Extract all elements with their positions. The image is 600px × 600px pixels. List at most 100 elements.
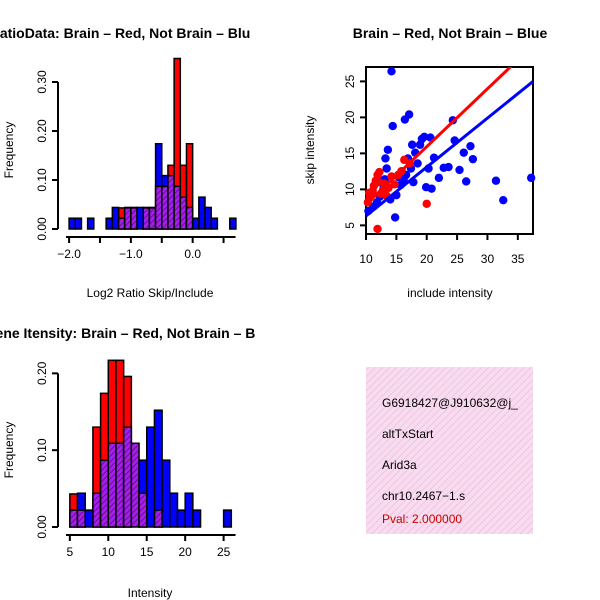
scatter-point-not-brain [462, 177, 471, 186]
scatter-point-not-brain [499, 195, 508, 205]
scatter-point-not-brain [387, 67, 396, 76]
ratio-histogram-xlabel: Log2 Ratio Skip/Include [87, 286, 214, 300]
ratio-histogram-bar-not-brain [74, 217, 83, 230]
info-panel-background [366, 367, 533, 534]
intensity-histogram-bar-overlap [153, 509, 163, 528]
scatter-y-tick-label: 10 [343, 182, 357, 196]
intensity-histogram-bar-overlap [99, 459, 110, 528]
intensity-histogram-x-tick-label: 25 [217, 545, 231, 559]
scatter-point-not-brain [404, 110, 414, 119]
scatter-xlabel: include intensity [407, 286, 492, 300]
scatter-y-tick-label: 15 [343, 146, 357, 160]
ratio-histogram-bar-not-brain [191, 217, 200, 230]
scatter-point-not-brain [383, 145, 393, 154]
intensity-histogram-bar-not-brain [84, 509, 94, 528]
info-locus: chr10.2467−1.s [382, 489, 465, 503]
intensity-histogram-bar-overlap [130, 442, 140, 528]
scatter-point-not-brain [466, 141, 475, 151]
ratio-histogram-bar-overlap [179, 196, 188, 230]
info-pval: Pval: 2.000000 [382, 512, 462, 526]
ratio-histogram-bar-not-brain [111, 206, 120, 230]
scatter-point-not-brain [407, 140, 417, 149]
scatter-point-brain [374, 177, 383, 187]
intensity-scatter: Brain – Red, Not Brain – Blue 10 15 20 25 30… [303, 25, 547, 300]
ratio-histogram-bar-overlap [173, 185, 182, 230]
info-panel: G6918427@J910632@j_ altTxStart Arid3a ch… [366, 367, 533, 534]
scatter-plot-frame [365, 66, 534, 235]
scatter-x-tick-label: 30 [481, 252, 495, 266]
ratio-histogram-ylabel: Frequency [2, 122, 16, 179]
intensity-histogram-bar-overlap [122, 426, 133, 528]
ratio-histogram-y-tick-label: 0.10 [35, 168, 49, 192]
ratio-histogram-bar-not-brain [105, 217, 114, 230]
scatter-point-not-brain [390, 213, 400, 222]
intensity-histogram-x-tick-label: 10 [102, 545, 116, 559]
ratio-histogram-y-tick-label: 0.00 [35, 217, 49, 241]
scatter-point-brain [375, 167, 384, 177]
scatter-x-tick-label: 25 [450, 252, 464, 266]
ratio-histogram-axes: 0.00 0.10 0.20 0.30 −2.0 −1.0 0.0 [35, 70, 236, 261]
intensity-histogram-ylabel: Frequency [2, 422, 16, 479]
intensity-histogram-axes: 0.00 0.10 0.20 5 10 15 20 25 [35, 361, 236, 559]
ratio-histogram-bar-overlap [123, 207, 132, 230]
scatter-point-brain [364, 188, 374, 198]
scatter-point-not-brain [491, 176, 501, 185]
ratio-histogram-bar-overlap [142, 207, 151, 230]
info-probe-id: G6918427@J910632@j_ [382, 396, 518, 410]
ratio-histogram-y-tick-label: 0.20 [35, 119, 49, 143]
scatter-points [363, 67, 536, 234]
ratio-histogram-bar-not-brain [204, 206, 212, 230]
scatter-title: Brain – Red, Not Brain – Blue [353, 25, 548, 41]
intensity-histogram: Gene Itensity: Brain – Red, Not Brain – … [0, 325, 255, 600]
intensity-histogram-bar-not-brain [192, 509, 202, 528]
intensity-histogram-title: Gene Itensity: Brain – Red, Not Brain – … [0, 325, 255, 341]
scatter-point-not-brain [413, 159, 422, 168]
intensity-histogram-x-tick-label: 5 [67, 545, 74, 559]
ratio-histogram-bar-overlap [130, 207, 138, 230]
ratio-histogram-bar-not-brain [68, 217, 77, 230]
ratio-histogram-bar-not-brain [228, 217, 237, 230]
intensity-histogram-y-tick-label: 0.00 [35, 515, 49, 539]
intensity-histogram-bar-overlap [115, 442, 125, 528]
ratio-histogram-bar-overlap [148, 207, 157, 230]
intensity-histogram-bar-overlap [138, 492, 148, 528]
scatter-point-not-brain [526, 173, 536, 183]
scatter-x-tick-label: 35 [511, 252, 525, 266]
scatter-x-tick-label: 20 [420, 252, 434, 266]
ratio-histogram-bar-not-brain [86, 217, 95, 230]
ratio-histogram-y-tick-label: 0.30 [35, 70, 49, 94]
ratio-histogram-x-tick-label: −2.0 [57, 247, 81, 261]
ratio-histogram-x-tick-label: 0.0 [184, 247, 201, 261]
scatter-point-not-brain [382, 164, 391, 173]
intensity-histogram-bar-not-brain [176, 509, 186, 528]
ratio-histogram-bar-not-brain [210, 217, 219, 230]
scatter-point-not-brain [388, 121, 397, 131]
intensity-histogram-bar-not-brain [145, 426, 156, 528]
intensity-histogram-bar-overlap [92, 492, 102, 528]
intensity-histogram-bars [69, 359, 233, 528]
ratio-histogram-bar-overlap [185, 206, 194, 230]
scatter-point-not-brain [434, 173, 444, 183]
intensity-histogram-bar-overlap [69, 509, 79, 528]
scatter-x-tick-label: 10 [359, 252, 373, 266]
intensity-histogram-bar-not-brain [222, 509, 233, 528]
scatter-y-tick-label: 25 [343, 74, 357, 88]
scatter-point-not-brain [444, 162, 453, 172]
intensity-histogram-bar-not-brain [161, 459, 171, 528]
scatter-point-brain [373, 224, 382, 234]
intensity-histogram-bar-overlap [107, 442, 117, 528]
intensity-histogram-bar-not-brain [169, 492, 179, 528]
ratio-histogram-bar-overlap [161, 185, 169, 230]
intensity-histogram-xlabel: Intensity [128, 586, 173, 600]
ratio-histogram: RatioData: Brain – Red, Not Brain – Blu … [0, 25, 250, 300]
scatter-point-not-brain [455, 165, 464, 175]
scatter-fit-line-not-brain [366, 80, 533, 218]
scatter-point-not-brain [468, 154, 478, 164]
ratio-histogram-bar-overlap [117, 217, 126, 230]
scatter-point-brain [422, 199, 431, 208]
ratio-histogram-bar-overlap [167, 174, 175, 230]
scatter-axes: 10 15 20 25 30 35 5 10 15 20 25 [343, 74, 525, 266]
scatter-ylabel: skip intensity [303, 116, 317, 185]
scatter-point-not-brain [427, 184, 436, 193]
